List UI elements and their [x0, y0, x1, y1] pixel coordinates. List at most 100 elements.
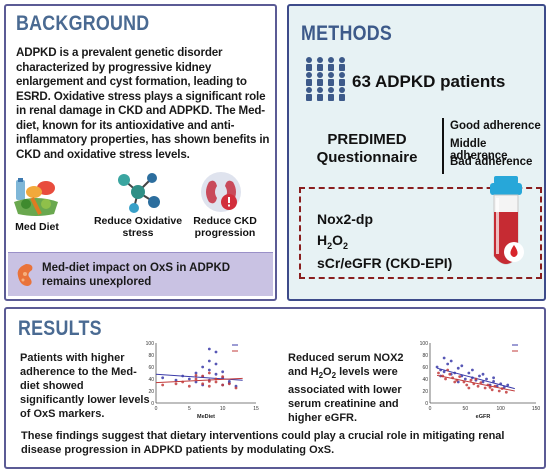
- unexplored-text: Med-diet impact on OxS in ADPKD remains …: [42, 262, 231, 288]
- data-point: [221, 370, 225, 374]
- y-tick-label: 20: [148, 389, 154, 395]
- y-tick-label: 40: [148, 377, 154, 383]
- data-point: [490, 388, 494, 392]
- data-point: [161, 376, 165, 380]
- data-point: [194, 377, 198, 381]
- data-point: [214, 380, 218, 384]
- trend-line: [436, 374, 515, 392]
- adherence-middle: Middle adherence: [450, 138, 508, 162]
- predimed-questionnaire: PREDIMED Questionnaire: [316, 131, 418, 166]
- data-point: [504, 390, 508, 394]
- x-axis-label: eGFR: [476, 414, 491, 420]
- data-point: [506, 383, 510, 387]
- data-point: [474, 377, 478, 381]
- icon-label-ckd-progression: Reduce CKD progression: [193, 215, 257, 239]
- data-point: [460, 364, 464, 368]
- data-point: [435, 365, 439, 369]
- data-point: [481, 380, 485, 384]
- unexplored-callout: Med-diet impact on OxS in ADPKD remains …: [8, 252, 273, 296]
- data-point: [471, 368, 474, 372]
- data-point: [174, 382, 178, 386]
- results-text-left: Patients with higher adherence to the Me…: [20, 352, 150, 420]
- y-tick-label: 40: [422, 377, 428, 383]
- data-point: [442, 356, 446, 360]
- results-panel: RESULTS Patients with higher adherence t…: [4, 307, 546, 469]
- x-tick-label: 50: [463, 406, 469, 412]
- data-point: [492, 376, 495, 380]
- data-point: [497, 389, 501, 393]
- data-point: [161, 383, 165, 387]
- data-point: [207, 371, 211, 375]
- data-point: [194, 380, 198, 384]
- x-tick-label: 5: [188, 406, 191, 412]
- y-tick-label: 80: [148, 353, 154, 359]
- data-point: [446, 368, 450, 372]
- y-tick-label: 0: [151, 401, 154, 407]
- data-point: [469, 378, 473, 382]
- trend-line: [155, 377, 243, 384]
- data-point: [456, 366, 460, 370]
- data-point: [476, 384, 480, 388]
- data-point: [467, 386, 471, 390]
- data-point: [449, 359, 453, 363]
- data-point: [187, 377, 191, 381]
- data-point: [458, 375, 462, 378]
- icon-label-med-diet: Med Diet: [15, 221, 59, 233]
- y-tick-label: 100: [420, 341, 429, 347]
- people-group-icon: [306, 57, 345, 101]
- data-point: [453, 380, 457, 384]
- blood-tube-icon: [490, 176, 524, 265]
- data-point: [465, 383, 469, 387]
- patients-count: 63 ADPKD patients: [352, 72, 506, 91]
- results-conclusion: These findings suggest that dietary inte…: [21, 430, 505, 456]
- data-point: [187, 384, 191, 388]
- kidney-warning-icon: [201, 172, 241, 212]
- data-point: [201, 374, 205, 378]
- marker-egfr: sCr/eGFR (CKD-EPI): [317, 255, 453, 271]
- data-point: [478, 374, 481, 378]
- x-tick-label: 10: [220, 406, 226, 412]
- results-title: RESULTS: [18, 317, 102, 340]
- x-tick-label: 0: [429, 406, 432, 412]
- background-panel: BACKGROUND ADPKD is a prevalent genetic …: [4, 4, 277, 301]
- mediet-scatter-chart: 0 20 40 60 80 100 0 5 10 15 MeDiet: [146, 341, 259, 420]
- y-tick-label: 60: [148, 365, 154, 371]
- adherence-divider: [442, 118, 444, 174]
- data-point: [207, 380, 211, 383]
- egfr-scatter-chart: 0 20 40 60 80 100 0 50 100 150 eGFR: [420, 341, 541, 420]
- data-point: [481, 372, 485, 376]
- data-point: [492, 380, 495, 383]
- molecule-icon: [118, 173, 160, 213]
- kidney-icon: [17, 264, 33, 286]
- adherence-bad: Bad adherence: [450, 156, 533, 168]
- icon-label-oxidative-stress: Reduce Oxidative stress: [93, 215, 183, 239]
- y-tick-label: 20: [422, 389, 428, 395]
- data-point: [467, 371, 471, 375]
- data-point: [448, 372, 452, 376]
- x-tick-label: 15: [253, 406, 259, 412]
- data-point: [207, 368, 211, 372]
- vegetables-icon: [14, 178, 58, 216]
- results-text-middle: Reduced serum NOX2 and H2O2 levels were …: [288, 352, 404, 425]
- data-point: [214, 372, 218, 376]
- data-point: [174, 378, 178, 382]
- x-axis-label: MeDiet: [197, 414, 215, 420]
- data-point: [502, 386, 506, 389]
- y-tick-label: 80: [422, 353, 428, 359]
- data-point: [214, 362, 218, 366]
- y-tick-label: 0: [425, 401, 428, 407]
- x-tick-label: 0: [155, 406, 158, 412]
- marker-h2o2: H2O2: [317, 232, 349, 251]
- data-point: [201, 382, 205, 386]
- data-point: [207, 384, 211, 388]
- x-tick-label: 150: [532, 406, 541, 412]
- data-point: [227, 382, 231, 386]
- y-tick-label: 100: [146, 341, 155, 347]
- adherence-good: Good adherence: [450, 120, 541, 132]
- methods-title: METHODS: [301, 22, 393, 45]
- data-point: [214, 350, 218, 354]
- x-tick-label: 100: [496, 406, 505, 412]
- data-point: [463, 377, 467, 381]
- y-tick-label: 60: [422, 365, 428, 371]
- data-point: [479, 381, 483, 384]
